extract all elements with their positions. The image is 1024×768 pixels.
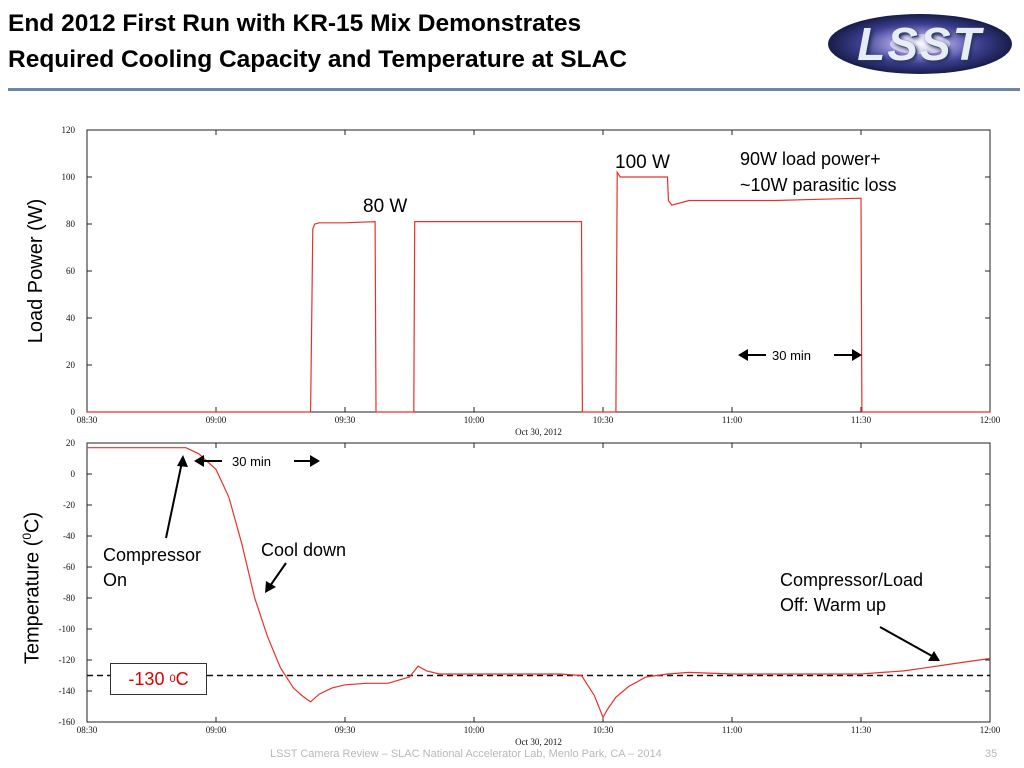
y-tick-label: -160: [59, 717, 76, 727]
x-tick-label: 10:00: [464, 725, 485, 735]
y-tick-label: -140: [59, 686, 76, 696]
bottom-interval-arrow-left-head: [194, 455, 204, 467]
load-note-line2: ~10W parasitic loss: [740, 175, 897, 195]
warm-up-label: Compressor/Load Off: Warm up: [780, 568, 923, 618]
x-tick-label: 11:30: [851, 415, 872, 425]
lsst-logo: LSST: [822, 4, 1018, 84]
title-divider: [8, 88, 1020, 91]
slide-title-line1: End 2012 First Run with KR-15 Mix Demons…: [8, 10, 582, 37]
load-power-chart: 08:30 09:00 09:30 10:00 10:30 11:00 11:30 12:00…: [62, 125, 1001, 437]
label-100w: 100 W: [615, 152, 670, 173]
compressor-on-arrow: [165, 461, 183, 539]
galaxy-core: [890, 34, 950, 54]
x-axis-label: Oct 30, 2012: [515, 737, 562, 747]
x-tick-label: 10:00: [464, 415, 485, 425]
y-tick-label: -100: [59, 624, 76, 634]
compressor-on-line2: On: [103, 570, 128, 590]
ref-sup: 0: [169, 673, 176, 685]
x-tick-label: 09:30: [335, 725, 356, 735]
plot-frame: [86, 442, 991, 723]
y-tick-label: 100: [62, 172, 76, 182]
x-tick-label: 09:00: [206, 415, 227, 425]
y-tick-label: 120: [62, 125, 76, 135]
load-note-line1: 90W load power+: [740, 149, 881, 169]
top-interval-arrow-left-head: [738, 349, 748, 361]
cool-down-label: Cool down: [261, 540, 347, 560]
warm-up-line2: Off: Warm up: [780, 595, 887, 615]
warm-up-line1: Compressor/Load: [780, 570, 924, 590]
y-tick-label: 0: [71, 469, 76, 479]
x-tick-label: 09:30: [335, 415, 356, 425]
x-tick-label: 08:30: [77, 725, 98, 735]
ref-value: -130: [128, 668, 170, 689]
y-tick-label: 80: [66, 219, 76, 229]
cool-down-arrow: [269, 562, 287, 587]
y-tick-label: -80: [63, 593, 75, 603]
bottom-interval-arrow-right-head: [310, 455, 320, 467]
lsst-logo-graphic: [828, 14, 1012, 74]
x-tick-label: 08:30: [77, 415, 98, 425]
slide-title: End 2012 First Run with KR-15 Mix Demons…: [8, 6, 808, 78]
x-tick-label: 09:00: [206, 725, 227, 735]
slide-footer: LSST Camera Review – SLAC National Accel…: [270, 748, 662, 760]
ref-unit: C: [175, 668, 189, 689]
compressor-on-line1: Compressor: [103, 545, 202, 565]
y-tick-label: -120: [59, 655, 76, 665]
y-tick-label: 20: [66, 438, 76, 448]
y-tick-label: 0: [71, 407, 76, 417]
top-interval-arrow-right-head: [852, 349, 862, 361]
page-number: 35: [985, 748, 998, 760]
temperature-chart: 08:30 09:00 09:30 10:00 10:30 11:00 11:30 12:00…: [59, 438, 1001, 747]
x-tick-label: 11:00: [722, 725, 743, 735]
data-series-line: [87, 447, 991, 719]
label-80w: 80 W: [363, 196, 408, 217]
bottom-interval-label: 30 min: [232, 454, 272, 469]
y-tick-label: 60: [66, 266, 76, 276]
y-tick-label: 40: [66, 313, 76, 323]
x-tick-label: 11:30: [851, 725, 872, 735]
x-tick-label: 12:00: [980, 725, 1001, 735]
y-tick-label: 20: [66, 360, 76, 370]
x-tick-label: 10:30: [593, 415, 614, 425]
y-tick-label: -40: [63, 531, 75, 541]
slide-title-line2: Required Cooling Capacity and Temperatur…: [8, 46, 627, 73]
top-interval-label: 30 min: [772, 348, 812, 363]
compressor-on-arrow-head: [177, 455, 188, 467]
cool-down-arrow-head: [265, 581, 276, 593]
y-tick-label: -20: [63, 500, 75, 510]
data-series-line: [87, 170, 990, 413]
x-tick-label: 10:30: [593, 725, 614, 735]
warm-up-arrow: [879, 626, 933, 657]
warm-up-arrow-head: [928, 651, 940, 661]
compressor-on-label: Compressor On: [103, 543, 201, 593]
x-tick-label: 12:00: [980, 415, 1001, 425]
x-tick-label: 11:00: [722, 415, 743, 425]
y-tick-label: -60: [63, 562, 75, 572]
logo-text: LSST: [857, 18, 983, 70]
annotation-arrows: [165, 349, 940, 661]
x-axis-label: Oct 30, 2012: [515, 427, 562, 437]
load-note: 90W load power+ ~10W parasitic loss: [740, 146, 897, 198]
